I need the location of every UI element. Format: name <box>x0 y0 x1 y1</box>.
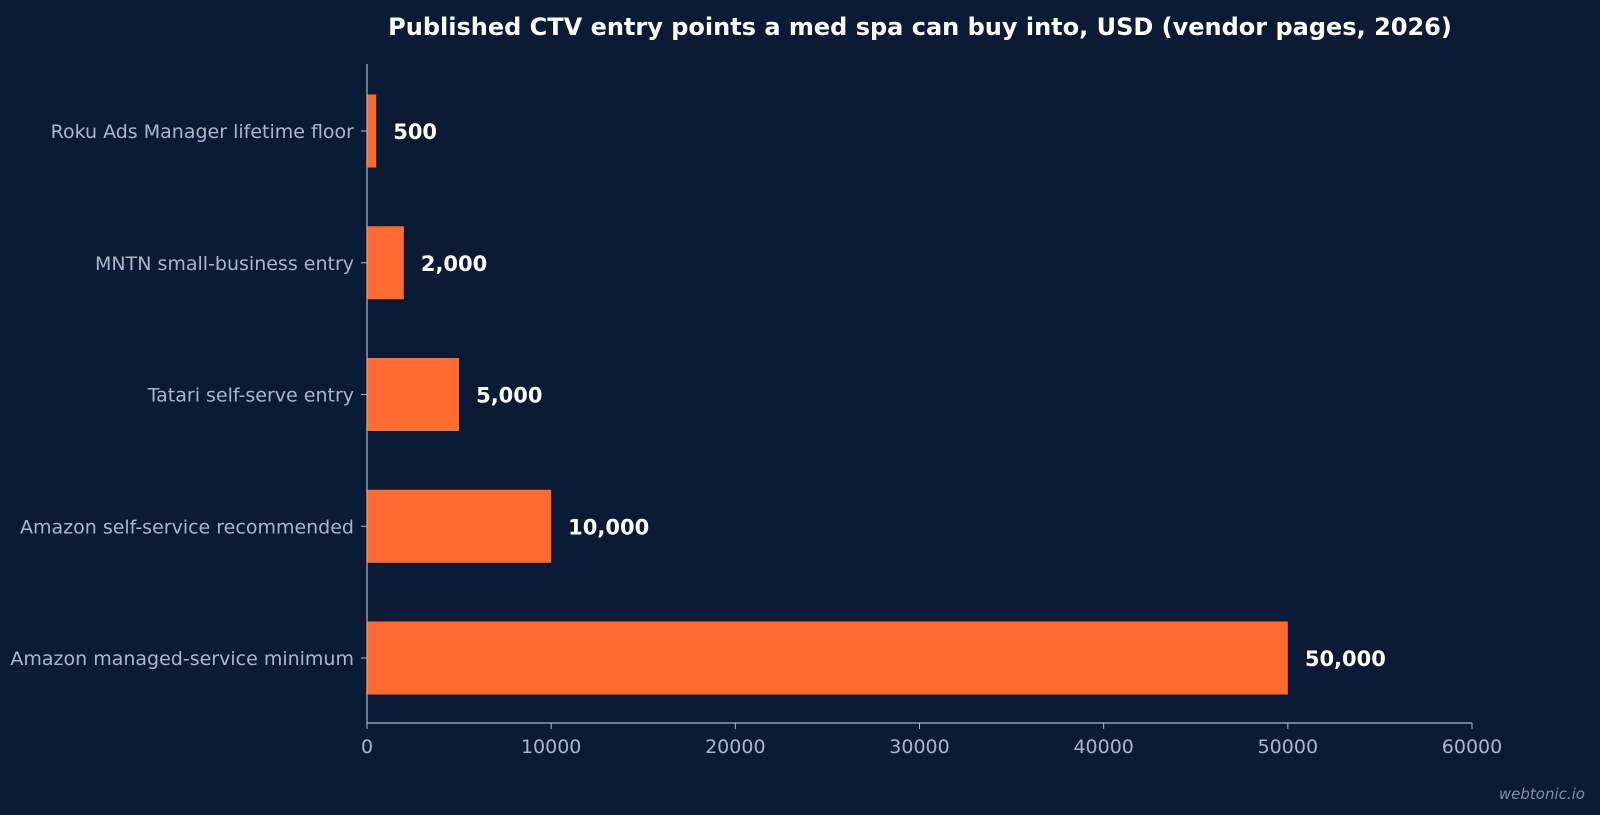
category-label-1: MNTN small-business entry <box>95 253 354 275</box>
bar-3 <box>367 489 552 563</box>
value-label-0: 500 <box>393 120 437 144</box>
category-label-0: Roku Ads Manager lifetime floor <box>51 121 355 143</box>
value-label-2: 5,000 <box>476 384 542 408</box>
chart-title: Published CTV entry points a med spa can… <box>388 13 1452 41</box>
category-label-3: Amazon self-service recommended <box>20 516 354 538</box>
x-tick-label-0: 0 <box>361 736 373 758</box>
watermark: webtonic.io <box>1499 785 1585 803</box>
x-tick-label-6: 60000 <box>1442 736 1502 758</box>
x-tick-label-2: 20000 <box>705 736 765 758</box>
value-label-3: 10,000 <box>568 515 649 539</box>
bars-layer: 500 2,000 5,000 10,000 50,000 <box>367 94 1386 695</box>
bar-1 <box>367 226 404 300</box>
category-label-2: Tatari self-serve entry <box>147 385 354 407</box>
bar-0 <box>367 94 377 168</box>
axes-layer: Roku Ads Manager lifetime floor MNTN smal… <box>10 64 1502 758</box>
bar-2 <box>367 358 460 431</box>
x-tick-label-3: 30000 <box>889 736 949 758</box>
value-label-4: 50,000 <box>1305 647 1386 671</box>
x-tick-label-4: 40000 <box>1073 736 1133 758</box>
bar-4 <box>367 621 1288 695</box>
category-label-4: Amazon managed-service minimum <box>10 648 354 670</box>
x-tick-label-1: 10000 <box>521 736 581 758</box>
x-tick-label-5: 50000 <box>1258 736 1318 758</box>
value-label-1: 2,000 <box>421 252 487 276</box>
